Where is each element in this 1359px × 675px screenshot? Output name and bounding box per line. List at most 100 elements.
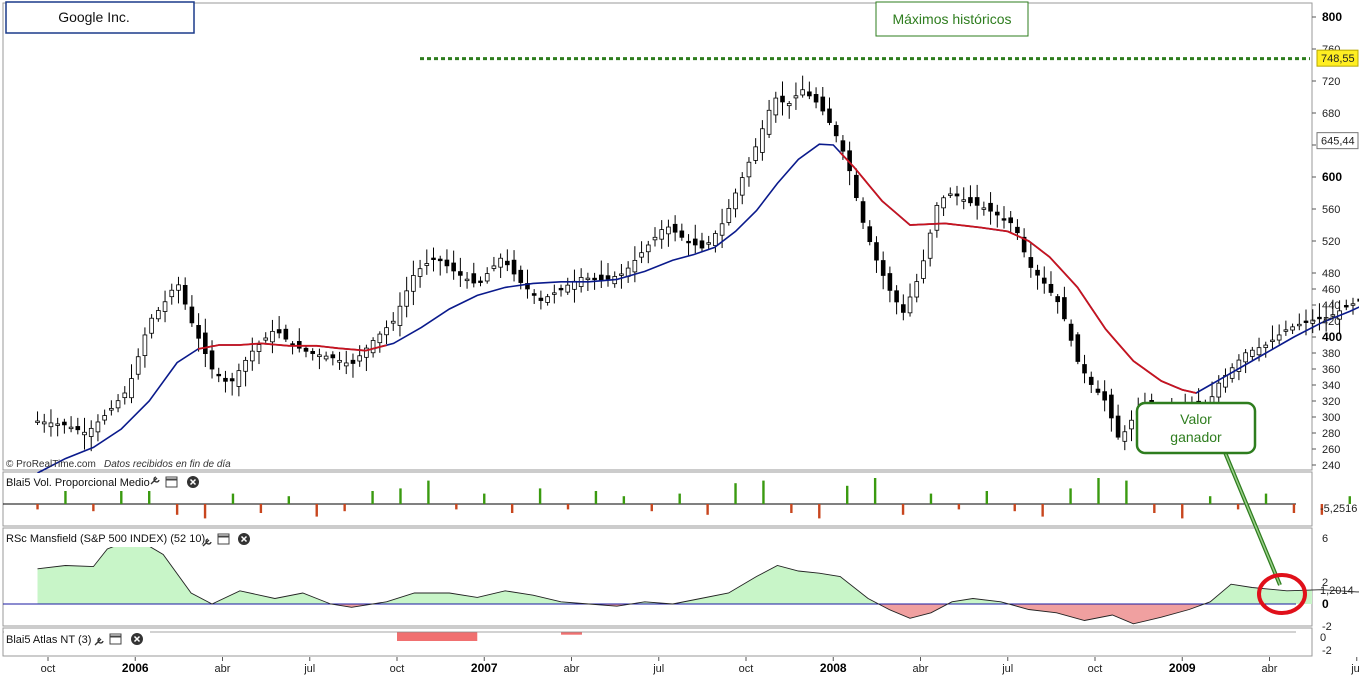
title-box: [5, 1, 195, 34]
price-badge-label: 645,44: [1321, 136, 1355, 148]
winner-callout-line2: ganador: [1170, 429, 1222, 445]
close-icon[interactable]: [238, 533, 250, 545]
candle-body: [1129, 419, 1134, 430]
volume-bar: [1041, 504, 1044, 517]
volume-bar: [622, 496, 626, 504]
candle-body: [122, 392, 128, 399]
candle-body: [780, 95, 785, 103]
candle-body: [370, 340, 376, 354]
wrench-icon[interactable]: [94, 637, 104, 646]
candle-body: [800, 89, 805, 96]
volume-bar: [427, 480, 430, 504]
candle-body: [505, 260, 510, 266]
candle-body: [1015, 226, 1020, 234]
winner-callout-line1: Valor: [1180, 411, 1212, 427]
price-axis: 240 260 280 300 320 340 360 380 400 420 440 460 480 5…: [1312, 10, 1359, 472]
volume-bar: [455, 504, 458, 510]
volume-bar: [92, 504, 95, 512]
candle-body: [337, 359, 342, 363]
candle-body: [1283, 329, 1289, 332]
candle-body: [1115, 415, 1121, 438]
volume-bar: [734, 483, 737, 504]
candle-body: [1075, 334, 1081, 362]
price-candles: [35, 75, 1359, 452]
candle-body: [887, 273, 893, 291]
rs-axis-label: -2: [1322, 621, 1332, 633]
candle-body: [1296, 323, 1302, 327]
candle-body: [115, 400, 121, 409]
window-icon[interactable]: [109, 633, 122, 645]
max-annotation-box: [875, 1, 1029, 37]
candle-body: [659, 229, 665, 240]
candle-body: [921, 260, 926, 279]
candle-body: [48, 422, 54, 428]
candle-body: [451, 262, 456, 272]
candle-body: [699, 240, 705, 249]
price-axis-label: 260: [1322, 444, 1340, 456]
candle-body: [330, 354, 336, 359]
time-axis-label: jul: [303, 663, 315, 675]
candle-body: [719, 223, 725, 236]
instrument-title: Google Inc.: [58, 9, 130, 25]
candle-body: [323, 355, 329, 360]
candle-body: [706, 242, 711, 245]
volume-bars: [36, 478, 1351, 519]
candle-body: [283, 328, 289, 340]
wrench-icon[interactable]: [202, 538, 212, 547]
candle-body: [109, 407, 114, 411]
candle-body: [176, 284, 181, 291]
candle-body: [216, 373, 222, 377]
candle-body: [773, 97, 779, 116]
window-icon[interactable]: [165, 476, 178, 488]
volume-bar: [762, 480, 765, 504]
atlas-panel: [2, 627, 1313, 657]
volume-bar: [483, 493, 486, 504]
candle-body: [343, 362, 349, 367]
time-axis-label: jul: [1001, 663, 1013, 675]
candle-body: [746, 161, 752, 178]
window-icon[interactable]: [217, 533, 230, 545]
candle-body: [1082, 364, 1087, 374]
candle-body: [498, 257, 503, 268]
close-icon[interactable]: [187, 476, 199, 488]
price-axis-label: 240: [1322, 460, 1340, 472]
wrench-icon[interactable]: [150, 476, 160, 485]
time-axis-label: 2007: [471, 661, 498, 675]
candle-body: [807, 91, 812, 97]
atlas-panel-title: Blai5 Atlas NT (3): [6, 634, 91, 646]
candle-body: [686, 240, 691, 244]
volume-bar: [566, 504, 570, 510]
candle-body: [411, 275, 416, 292]
candle-body: [1062, 297, 1067, 320]
candle-body: [1317, 316, 1322, 320]
candle-body: [820, 96, 826, 112]
price-axis-label: 480: [1322, 268, 1340, 280]
close-icon[interactable]: [131, 633, 143, 645]
volume-bar: [510, 504, 514, 513]
candle-body: [1236, 359, 1242, 372]
rs-positive-area: [37, 538, 1312, 604]
credit-left: © ProRealTime.com: [6, 459, 96, 470]
time-axis-label: oct: [41, 663, 56, 675]
volume-bar: [120, 485, 123, 504]
candle-body: [55, 423, 60, 426]
candle-body: [860, 201, 866, 223]
atlas-axis: -2: [1322, 645, 1332, 657]
candle-body: [478, 280, 483, 283]
volume-bar: [985, 491, 989, 504]
candle-body: [1270, 339, 1275, 342]
candle-body: [914, 281, 920, 298]
time-axis-label: oct: [739, 663, 754, 675]
candle-body: [82, 431, 87, 436]
candle-body: [1357, 298, 1359, 302]
candle-body: [1323, 317, 1329, 321]
rs-axis-label: 6: [1322, 533, 1328, 545]
volume-bar: [371, 491, 374, 504]
candle-body: [894, 290, 899, 303]
candle-body: [827, 108, 832, 123]
candle-body: [95, 421, 101, 433]
rs-axis: 6 2 0 -2: [1322, 533, 1332, 633]
atlas-bar: [561, 632, 582, 635]
candle-body: [961, 199, 967, 202]
candle-body: [558, 287, 564, 291]
